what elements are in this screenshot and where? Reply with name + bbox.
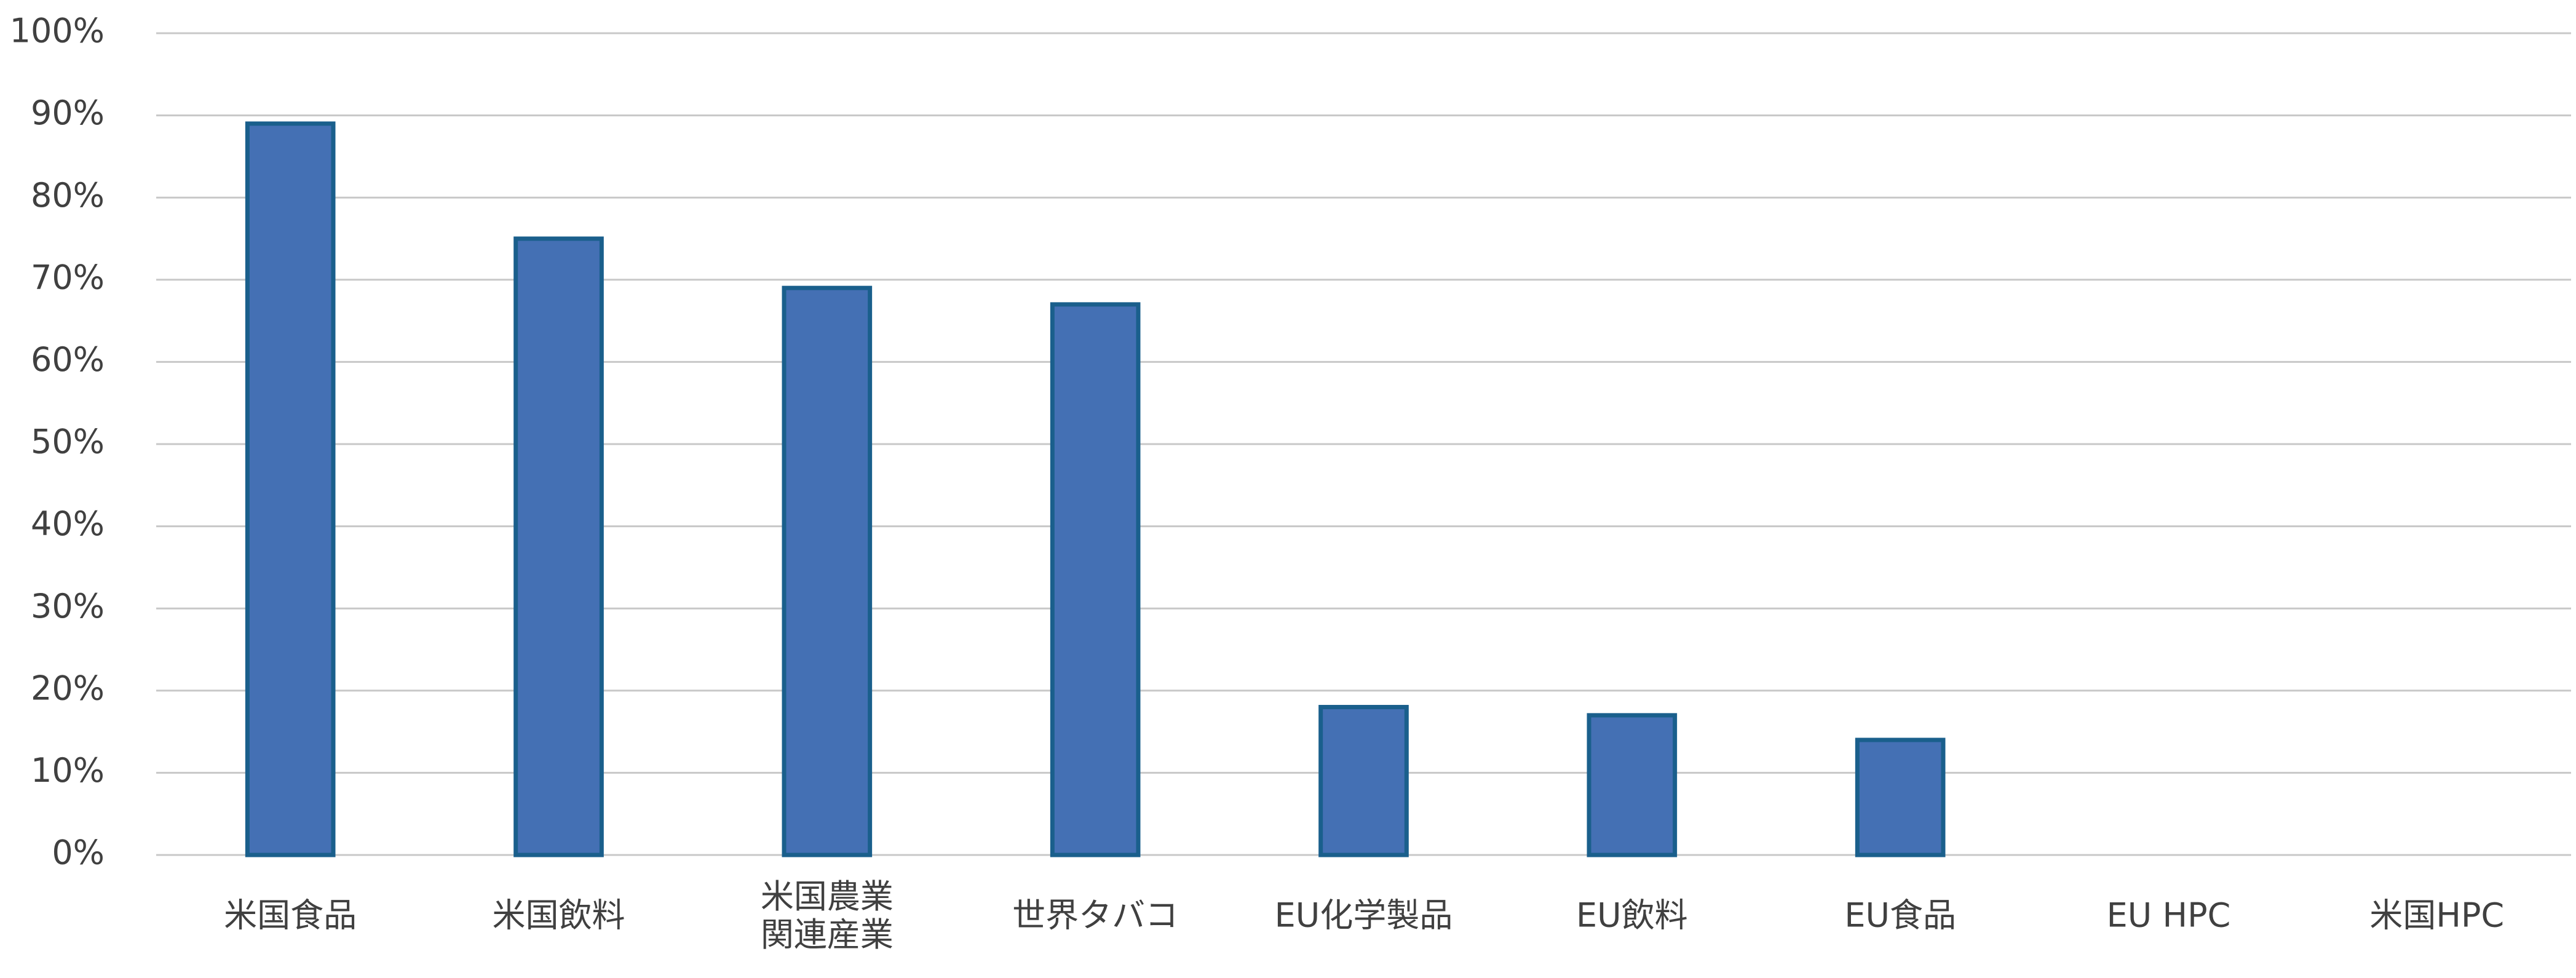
bar (1050, 302, 1141, 857)
x-tick-label: 世界タバコ (1012, 896, 1178, 935)
x-tick-label: 米国食品 (224, 896, 357, 935)
bar (245, 121, 336, 857)
y-tick-label: 70% (31, 258, 105, 296)
bar (782, 285, 873, 857)
x-tick-label: EU化学製品 (1275, 896, 1453, 935)
y-tick-label: 40% (31, 504, 105, 543)
bar (1855, 737, 1946, 857)
y-tick-label: 60% (31, 340, 105, 379)
x-tick-label: 米国農業関連産業 (761, 877, 894, 954)
y-tick-label: 100% (10, 12, 105, 50)
x-tick-label: 米国飲料 (493, 896, 625, 935)
x-tick-label: EU HPC (2107, 896, 2231, 935)
bar (1318, 705, 1409, 857)
y-tick-label: 50% (31, 423, 105, 461)
y-tick-label: 30% (31, 587, 105, 626)
y-tick-label: 20% (31, 669, 105, 707)
y-tick-label: 0% (52, 833, 105, 872)
y-tick-label: 10% (31, 751, 105, 790)
x-tick-label: EU飲料 (1576, 896, 1688, 935)
x-tick-label: 米国HPC (2369, 896, 2504, 935)
y-tick-label: 90% (31, 93, 105, 132)
y-tick-label: 80% (31, 176, 105, 215)
bar (1587, 713, 1678, 857)
bar (513, 236, 604, 857)
x-tick-label: EU食品 (1844, 896, 1956, 935)
